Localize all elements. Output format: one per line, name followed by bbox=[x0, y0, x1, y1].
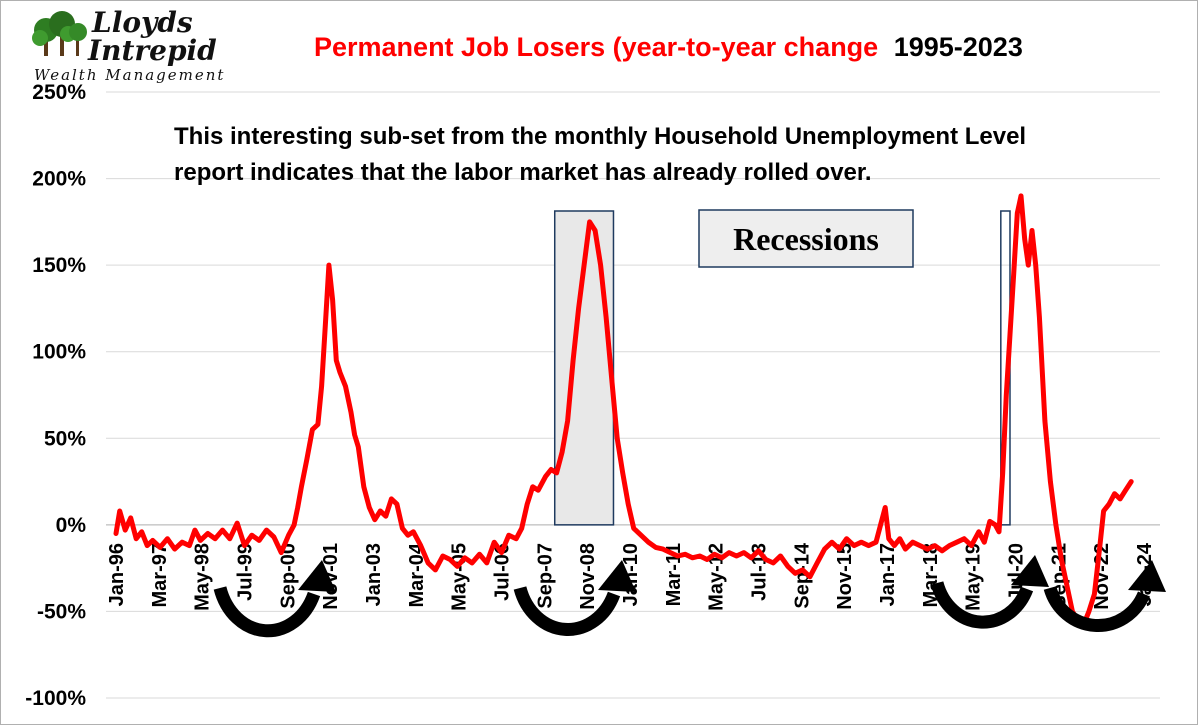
x-tick-label: Mar-11 bbox=[663, 543, 685, 606]
y-tick-label: -50% bbox=[37, 600, 86, 623]
x-tick-label: Sep-14 bbox=[791, 542, 813, 608]
x-tick-label: Nov-01 bbox=[320, 543, 342, 610]
curved-arrows bbox=[213, 555, 1166, 638]
arrow-head bbox=[1011, 555, 1049, 587]
chart-title: Permanent Job Losers (year-to-year chang… bbox=[314, 32, 1023, 62]
x-tick-label: Jan-96 bbox=[106, 543, 128, 606]
logo-line-1: Lloyds bbox=[91, 6, 193, 39]
y-tick-label: 250% bbox=[32, 81, 86, 104]
x-tick-label: Sep-07 bbox=[534, 543, 556, 609]
x-tick-label: Jan-17 bbox=[877, 543, 899, 606]
y-tick-label: 100% bbox=[32, 341, 86, 364]
x-tick-label: Jul-99 bbox=[235, 543, 257, 601]
title-black-part: 1995-2023 bbox=[894, 32, 1023, 62]
y-tick-label: 50% bbox=[44, 427, 86, 450]
curved-arrow bbox=[213, 586, 321, 638]
x-tick-label: May-98 bbox=[192, 543, 214, 611]
x-tick-label: Jul-06 bbox=[492, 543, 514, 601]
y-axis: -100% -50% 0% 50% 100% 150% 200% 250% bbox=[25, 81, 86, 710]
curved-arrow bbox=[513, 586, 621, 636]
x-tick-label: Jan-03 bbox=[363, 543, 385, 606]
annotation-line-1: This interesting sub-set from the monthl… bbox=[174, 123, 1026, 150]
x-tick-label: Jul-20 bbox=[1006, 543, 1028, 601]
arrow-head bbox=[1128, 560, 1166, 592]
y-tick-label: -100% bbox=[25, 687, 86, 710]
title-red-part: Permanent Job Losers (year-to-year chang… bbox=[314, 32, 878, 62]
recessions-legend-label: Recessions bbox=[733, 221, 879, 257]
company-logo: Lloyds Intrepid Wealth Management bbox=[32, 6, 225, 84]
curved-arrow bbox=[1043, 586, 1151, 632]
x-tick-label: Nov-08 bbox=[577, 543, 599, 610]
x-axis: Jan-96 Mar-97 May-98 Jul-99 Sep-00 Nov-01 Jan-… bbox=[106, 542, 1156, 611]
arrow-head bbox=[598, 560, 636, 592]
y-tick-label: 200% bbox=[32, 168, 86, 191]
y-tick-label: 0% bbox=[56, 514, 87, 537]
x-tick-label: Mar-97 bbox=[149, 543, 171, 607]
y-tick-label: 150% bbox=[32, 254, 86, 277]
x-tick-label: Sep-00 bbox=[277, 543, 299, 609]
x-tick-label: May-05 bbox=[449, 543, 471, 611]
tree-icon bbox=[32, 11, 87, 56]
x-tick-label: Nov-15 bbox=[834, 543, 856, 610]
logo-line-3: Wealth Management bbox=[34, 66, 225, 84]
x-tick-label: Mar-04 bbox=[406, 542, 428, 607]
logo-line-2: Intrepid bbox=[87, 34, 217, 67]
recessions-legend-box bbox=[698, 209, 914, 268]
series-line-permanent-job-losers bbox=[113, 193, 1134, 628]
annotation-line-2: report indicates that the labor market h… bbox=[174, 159, 872, 186]
curved-arrow bbox=[930, 581, 1034, 629]
x-tick-label: May-19 bbox=[963, 543, 985, 611]
arrow-head bbox=[298, 560, 336, 592]
